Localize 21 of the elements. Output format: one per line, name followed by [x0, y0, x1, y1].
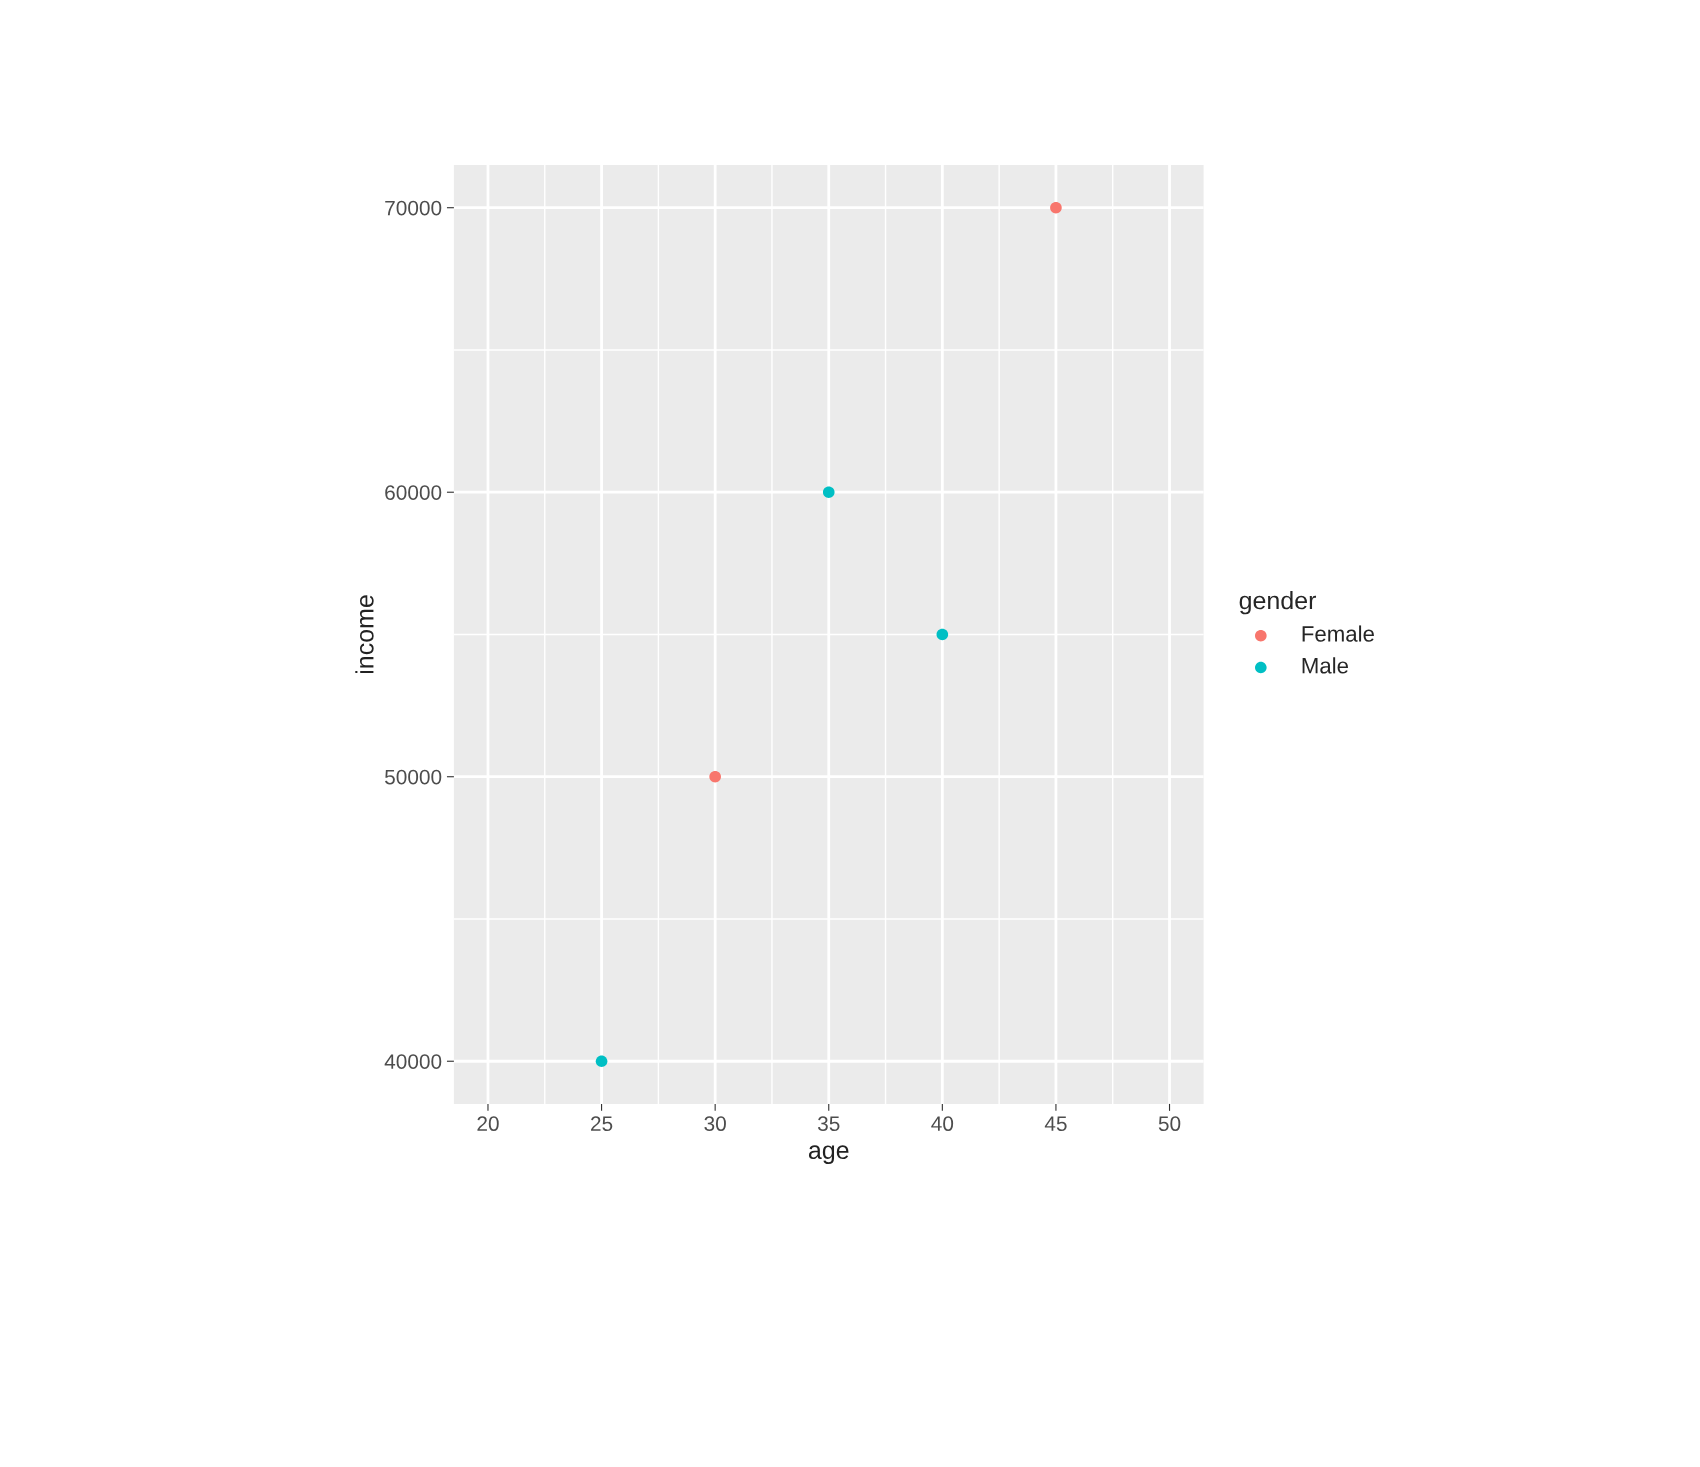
- x-axis-title: age: [808, 1145, 849, 1164]
- x-tick-label: 20: [477, 1116, 499, 1132]
- legend-label: Male: [1302, 657, 1348, 674]
- x-tick-label: 30: [704, 1116, 726, 1132]
- legend-label: Female: [1302, 625, 1374, 642]
- x-tick-label: 35: [817, 1116, 840, 1132]
- legend-title: gender: [1239, 591, 1317, 615]
- y-axis-title: income: [355, 595, 374, 674]
- x-tick-label: 45: [1044, 1116, 1067, 1132]
- y-tick-label: 60000: [385, 485, 442, 500]
- x-tick-label: 25: [591, 1116, 613, 1132]
- point: [936, 628, 949, 641]
- point: [709, 770, 721, 783]
- y-tick-label: 40000: [384, 1054, 442, 1069]
- y-tick-label: 70000: [385, 200, 442, 216]
- point: [595, 1055, 608, 1068]
- x-tick-label: 50: [1158, 1116, 1181, 1132]
- point: [822, 486, 835, 499]
- point: [1050, 201, 1062, 214]
- x-tick-label: 40: [931, 1116, 954, 1132]
- y-tick-label: 50000: [385, 769, 442, 785]
